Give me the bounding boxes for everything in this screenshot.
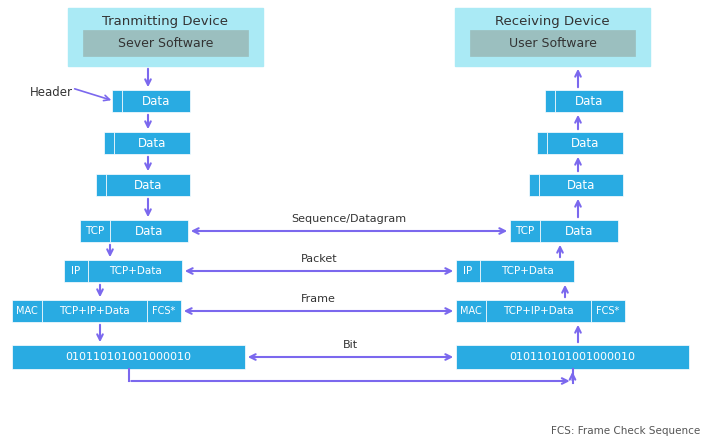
Text: FCS*: FCS* xyxy=(596,306,620,316)
Text: FCS*: FCS* xyxy=(153,306,175,316)
Text: Data: Data xyxy=(575,95,604,107)
FancyBboxPatch shape xyxy=(486,300,591,322)
Text: MAC: MAC xyxy=(16,306,38,316)
Text: Data: Data xyxy=(571,136,599,150)
Text: Header: Header xyxy=(30,85,73,99)
Text: Bit: Bit xyxy=(343,340,358,350)
FancyBboxPatch shape xyxy=(64,260,88,282)
FancyBboxPatch shape xyxy=(456,345,689,369)
FancyBboxPatch shape xyxy=(545,90,555,112)
Text: FCS: Frame Check Sequence: FCS: Frame Check Sequence xyxy=(551,426,700,436)
FancyBboxPatch shape xyxy=(110,220,188,242)
Text: Data: Data xyxy=(567,179,595,191)
FancyBboxPatch shape xyxy=(122,90,190,112)
FancyBboxPatch shape xyxy=(88,260,182,282)
FancyBboxPatch shape xyxy=(480,260,574,282)
Text: TCP+IP+Data: TCP+IP+Data xyxy=(503,306,574,316)
FancyBboxPatch shape xyxy=(555,90,623,112)
FancyBboxPatch shape xyxy=(114,132,190,154)
Text: TCP: TCP xyxy=(515,226,535,236)
Text: User Software: User Software xyxy=(508,37,596,50)
Text: Receiving Device: Receiving Device xyxy=(495,15,610,27)
FancyBboxPatch shape xyxy=(80,220,110,242)
FancyBboxPatch shape xyxy=(147,300,181,322)
FancyBboxPatch shape xyxy=(96,174,106,196)
FancyBboxPatch shape xyxy=(510,220,540,242)
FancyBboxPatch shape xyxy=(591,300,625,322)
FancyBboxPatch shape xyxy=(104,132,114,154)
Text: Data: Data xyxy=(142,95,170,107)
Text: Sever Software: Sever Software xyxy=(118,37,213,50)
FancyBboxPatch shape xyxy=(12,300,42,322)
Text: Data: Data xyxy=(135,224,163,238)
Text: IP: IP xyxy=(464,266,473,276)
FancyBboxPatch shape xyxy=(547,132,623,154)
Text: TCP: TCP xyxy=(85,226,104,236)
FancyBboxPatch shape xyxy=(470,30,635,56)
FancyBboxPatch shape xyxy=(112,90,122,112)
Text: Sequence/Datagram: Sequence/Datagram xyxy=(291,214,407,224)
Text: TCP+Data: TCP+Data xyxy=(501,266,553,276)
Text: 010110101001000010: 010110101001000010 xyxy=(65,352,192,362)
FancyBboxPatch shape xyxy=(106,174,190,196)
FancyBboxPatch shape xyxy=(455,8,650,66)
FancyBboxPatch shape xyxy=(540,220,618,242)
Text: Packet: Packet xyxy=(301,254,337,264)
Text: TCP+Data: TCP+Data xyxy=(109,266,161,276)
FancyBboxPatch shape xyxy=(42,300,147,322)
FancyBboxPatch shape xyxy=(529,174,539,196)
FancyBboxPatch shape xyxy=(68,8,263,66)
FancyBboxPatch shape xyxy=(539,174,623,196)
Text: Data: Data xyxy=(565,224,593,238)
Text: Data: Data xyxy=(133,179,162,191)
FancyBboxPatch shape xyxy=(456,260,480,282)
FancyBboxPatch shape xyxy=(537,132,547,154)
Text: IP: IP xyxy=(72,266,81,276)
Text: 010110101001000010: 010110101001000010 xyxy=(510,352,635,362)
FancyBboxPatch shape xyxy=(12,345,245,369)
Text: Tranmitting Device: Tranmitting Device xyxy=(102,15,229,27)
Text: Data: Data xyxy=(138,136,166,150)
FancyBboxPatch shape xyxy=(83,30,248,56)
Text: MAC: MAC xyxy=(460,306,482,316)
Text: TCP+IP+Data: TCP+IP+Data xyxy=(59,306,130,316)
FancyBboxPatch shape xyxy=(456,300,486,322)
Text: Frame: Frame xyxy=(301,294,336,304)
